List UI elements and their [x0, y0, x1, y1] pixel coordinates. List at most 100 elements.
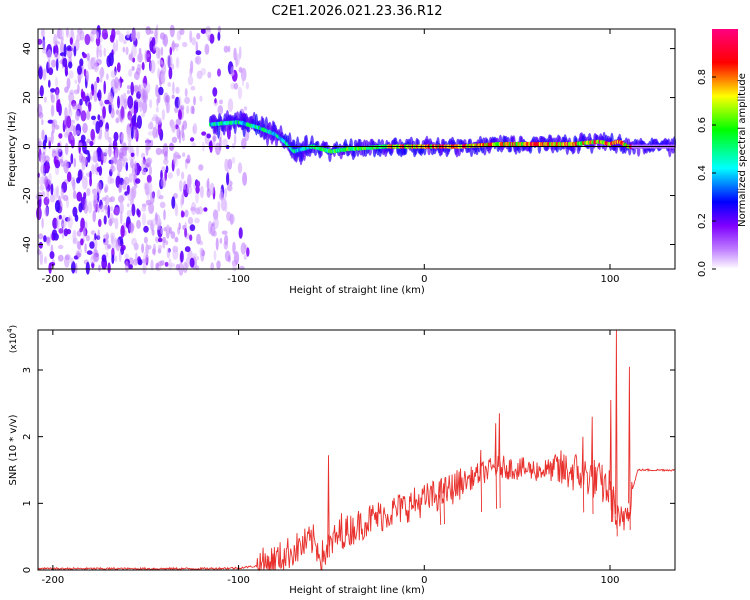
spectrogram-noise-cell	[110, 95, 114, 103]
spectrogram-noise-cell	[186, 185, 193, 195]
spectrogram-noise-cell	[133, 99, 139, 111]
spectrogram-noise-cell	[183, 180, 187, 191]
spectrogram-noise-cell	[90, 163, 95, 175]
spectrogram-noise-cell	[96, 181, 102, 195]
spectrogram-noise-cell	[63, 228, 69, 237]
spectrogram-noise-cell	[156, 97, 159, 107]
spectrogram-noise-cell	[109, 165, 116, 172]
spectrogram-noise-cell	[39, 185, 45, 191]
spectrogram-noise-cell	[127, 203, 130, 208]
spectrogram-noise-cell	[209, 33, 215, 44]
spectrogram-noise-cell	[126, 30, 130, 39]
spectrogram-noise-cell	[141, 62, 145, 71]
spectrogram-noise-cell	[79, 98, 83, 106]
x-tick-label: -100	[227, 274, 250, 285]
spectrogram-noise-cell	[155, 123, 158, 130]
spectrogram-noise-cell	[44, 134, 48, 144]
spectrogram-noise-cell	[149, 30, 154, 35]
spectrogram-noise-cell	[47, 58, 51, 69]
spectrogram-noise-cell	[48, 79, 51, 88]
spectrogram-noise-cell	[155, 147, 162, 156]
y-tick-label: 20	[22, 91, 33, 104]
spectrogram-noise-cell	[174, 106, 179, 114]
spectrogram-noise-cell	[180, 194, 184, 206]
spectrogram-noise-cell	[163, 227, 167, 232]
spectrogram-noise-cell	[82, 176, 88, 190]
spectrogram-noise-cell	[182, 120, 188, 130]
spectrogram-noise-cell	[172, 248, 179, 260]
spectrogram-noise-cell	[148, 202, 155, 214]
colorbar-tick-label: 0.4	[697, 165, 708, 181]
spectrogram-noise-cell	[232, 260, 237, 272]
x-tick-label: -100	[227, 575, 250, 586]
spectrogram-noise-cell	[110, 217, 116, 224]
spectrogram-noise-cell	[189, 67, 193, 77]
spectrogram-noise-cell	[63, 132, 69, 138]
spectrogram-noise-cell	[64, 254, 71, 261]
spectrogram-noise-cell	[131, 163, 138, 178]
spectrogram-noise-cell	[243, 106, 248, 111]
spectrogram-noise-cell	[189, 137, 195, 142]
spectrogram-noise-cell	[231, 142, 236, 149]
spectrogram-noise-cell	[58, 214, 62, 220]
spectrogram-noise-cell	[106, 73, 109, 81]
spectrogram-noise-cell	[166, 54, 173, 68]
spectrogram-noise-cell	[109, 206, 114, 212]
spectrogram-noise-cell	[107, 244, 112, 250]
spectrogram-noise-cell	[50, 183, 54, 196]
spectrogram-noise-cell	[94, 253, 100, 262]
spectrogram-noise-cell	[155, 84, 159, 98]
spectrogram-noise-cell	[131, 237, 138, 247]
x-tick-label: 0	[421, 575, 427, 586]
spectrogram-noise-cell	[178, 129, 182, 144]
spectrogram-noise-cell	[195, 55, 202, 65]
y-tick-label: 0	[22, 567, 33, 573]
spectrogram-noise-cell	[55, 76, 58, 88]
spectrogram-noise-cell	[237, 162, 243, 174]
spectrogram-noise-cell	[118, 33, 125, 43]
spectrogram-noise-cell	[146, 157, 153, 165]
spectrogram-noise-cell	[210, 262, 214, 271]
spectrogram-noise-cell	[101, 254, 107, 262]
spectrogram-noise-cell	[120, 133, 125, 147]
spectrogram-noise-cell	[227, 98, 234, 112]
spectrogram-noise-cell	[88, 101, 92, 112]
spectrogram-noise-cell	[171, 40, 175, 52]
spectrogram-noise-cell	[166, 247, 171, 259]
spectrogram-noise-cell	[200, 28, 206, 34]
spectrogram-noise-cell	[104, 99, 110, 105]
spectrogram-noise-cell	[90, 83, 94, 92]
spectrogram-noise-cell	[196, 32, 201, 40]
spectrogram-noise-cell	[57, 142, 61, 147]
spectrogram-noise-cell	[167, 82, 171, 87]
spectrogram-noise-cell	[86, 110, 91, 120]
spectrogram-noise-cell	[192, 123, 198, 135]
spectrogram-noise-cell	[147, 244, 152, 250]
spectrogram-noise-cell	[153, 45, 158, 51]
spectrogram-noise-cell	[199, 95, 203, 102]
spectrogram-noise-cell	[135, 97, 140, 103]
spectrogram-noise-cell	[49, 193, 56, 203]
spectrogram-noise-cell	[115, 238, 121, 252]
spectrogram-noise-cell	[169, 46, 173, 56]
spectrogram-noise-cell	[73, 45, 77, 57]
spectrogram-noise-cell	[150, 192, 155, 204]
spectrogram-noise-cell	[103, 215, 107, 225]
spectrogram-noise-cell	[118, 250, 122, 263]
spectrogram-noise-cell	[137, 258, 143, 266]
spectrogram-noise-cell	[95, 31, 100, 40]
spectrogram-noise-cell	[238, 66, 243, 73]
spectrogram-noise-cell	[103, 234, 110, 240]
spectrogram-noise-cell	[61, 214, 67, 229]
spectrogram-noise-cell	[212, 135, 217, 142]
spectrogram-noise-cell	[117, 95, 120, 109]
spectrogram-noise-cell	[122, 179, 127, 190]
spectrogram-noise-cell	[53, 33, 58, 47]
spectrogram-noise-cell	[80, 134, 86, 142]
spectrogram-noise-cell	[39, 85, 44, 97]
spectrogram-noise-cell	[145, 26, 151, 36]
spectrogram-noise-cell	[110, 70, 117, 78]
spectrogram-noise-cell	[144, 49, 148, 64]
snr-panel: -200 -100 0 100 0 1 2 3 Height of straight lin…	[6, 325, 676, 596]
spectrogram-noise-cell	[160, 227, 163, 235]
